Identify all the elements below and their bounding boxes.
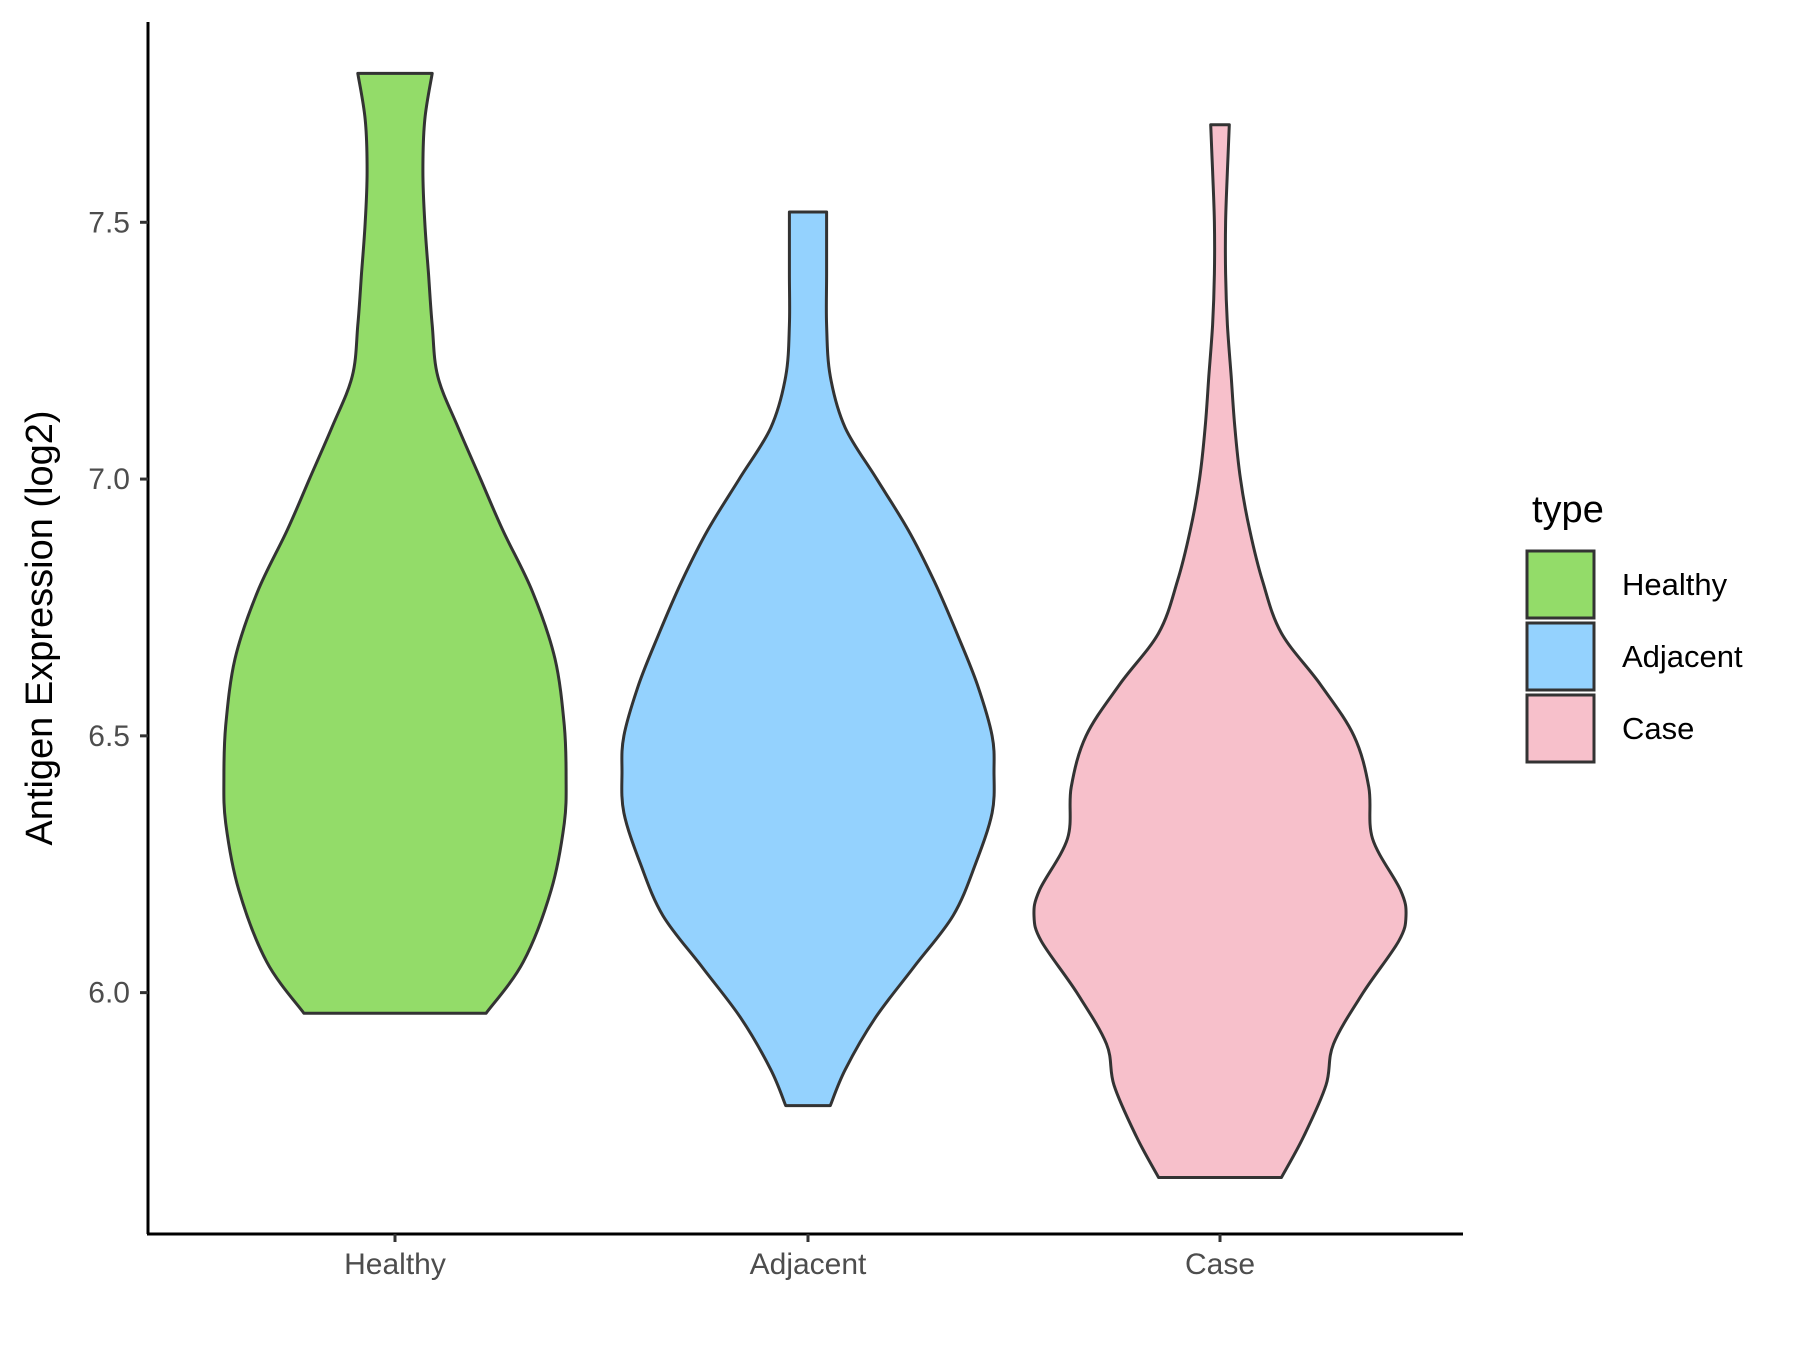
y-axis-title: Antigen Expression (log2) <box>19 410 61 845</box>
violin-case <box>1032 123 1408 1179</box>
violin-layer <box>222 71 1408 1179</box>
legend-label: Case <box>1622 711 1694 746</box>
legend-key-case <box>1525 693 1596 764</box>
legend-title: type <box>1532 489 1604 531</box>
violin-healthy <box>222 71 568 1015</box>
y-ticks: 6.0 6.5 7.0 7.5 <box>88 206 148 1010</box>
legend-label: Adjacent <box>1622 639 1743 674</box>
x-tick-label: Adjacent <box>750 1248 867 1281</box>
legend: Healthy Adjacent Case <box>1525 549 1743 764</box>
y-tick-label: 7.0 <box>88 463 130 496</box>
x-tick-label: Case <box>1185 1248 1255 1281</box>
legend-key-adjacent <box>1525 621 1596 692</box>
x-ticks: Healthy Adjacent Case <box>344 1234 1255 1281</box>
legend-key-healthy <box>1525 549 1596 620</box>
y-tick-label: 7.5 <box>88 206 130 239</box>
y-tick-label: 6.5 <box>88 720 130 753</box>
x-tick-label: Healthy <box>344 1248 446 1281</box>
y-tick-label: 6.0 <box>88 977 130 1010</box>
violin-adjacent <box>620 210 996 1108</box>
legend-label: Healthy <box>1622 567 1728 602</box>
